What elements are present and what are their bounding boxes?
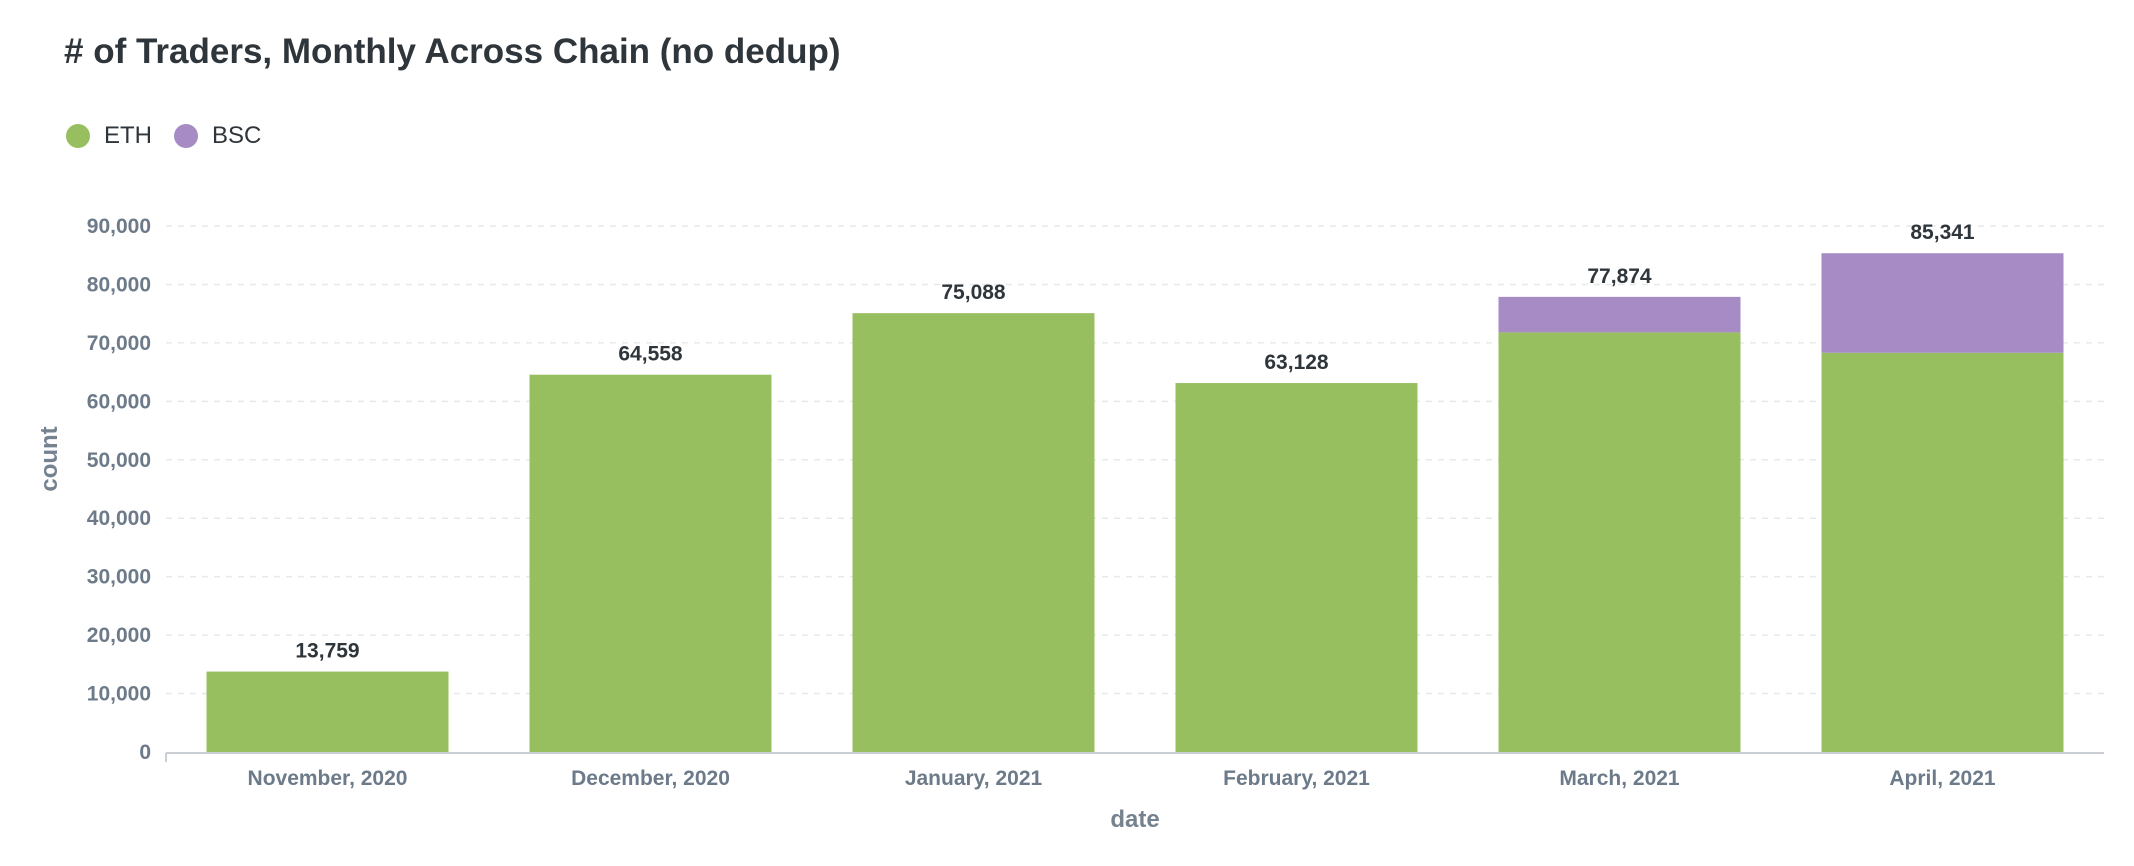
bar-total-labels: 13,759 64,558 75,088 63,128 77,874 85,341 <box>295 221 1975 662</box>
y-tick-label: 60,000 <box>87 390 151 413</box>
legend: ETH BSC <box>66 122 283 150</box>
bar-eth[interactable] <box>529 374 772 752</box>
legend-item-eth[interactable]: ETH <box>66 122 152 150</box>
bar-total-label: 75,088 <box>941 281 1006 304</box>
bar-eth[interactable] <box>852 313 1095 752</box>
y-tick-label: 70,000 <box>87 332 151 355</box>
y-tick-label: 90,000 <box>87 215 151 238</box>
legend-item-bsc[interactable]: BSC <box>174 122 261 150</box>
legend-label-bsc: BSC <box>212 122 262 149</box>
x-tick-label: November, 2020 <box>248 767 408 790</box>
chart-title: # of Traders, Monthly Across Chain (no d… <box>64 32 841 71</box>
x-axis-ticks: November, 2020 December, 2020 January, 202… <box>165 753 1996 790</box>
y-tick-label: 10,000 <box>87 683 151 706</box>
x-tick-label: December, 2020 <box>571 767 730 790</box>
x-tick-label: February, 2021 <box>1223 767 1370 790</box>
x-tick-label: April, 2021 <box>1889 767 1996 790</box>
bar-total-label: 63,128 <box>1264 351 1329 374</box>
y-axis-label: count <box>36 426 63 491</box>
bar-total-label: 85,341 <box>1910 221 1975 244</box>
bar-eth[interactable] <box>1821 352 2064 752</box>
x-tick-label: March, 2021 <box>1559 767 1680 790</box>
legend-swatch-bsc <box>174 124 198 148</box>
bars <box>206 253 2064 752</box>
x-axis-label: date <box>1110 806 1159 833</box>
bar-total-label: 13,759 <box>295 640 359 663</box>
bar-bsc[interactable] <box>1498 296 1741 333</box>
y-tick-label: 20,000 <box>87 624 151 647</box>
bar-eth[interactable] <box>1175 383 1418 752</box>
y-tick-label: 80,000 <box>87 273 151 296</box>
y-tick-label: 0 <box>139 741 151 764</box>
x-tick-label: January, 2021 <box>905 767 1043 790</box>
y-tick-label: 30,000 <box>87 566 151 589</box>
legend-swatch-eth <box>66 124 90 148</box>
y-tick-label: 50,000 <box>87 449 151 472</box>
legend-label-eth: ETH <box>104 122 152 149</box>
bar-bsc[interactable] <box>1821 253 2064 353</box>
gridlines <box>166 225 2104 695</box>
bar-eth[interactable] <box>1498 332 1741 752</box>
bar-total-label: 64,558 <box>618 343 683 366</box>
bar-eth[interactable] <box>206 671 449 752</box>
y-tick-label: 40,000 <box>87 507 151 530</box>
bar-total-label: 77,874 <box>1587 265 1652 288</box>
y-axis-ticks: 0 10,000 20,000 30,000 40,000 50,000 60,000 70,… <box>87 215 151 764</box>
